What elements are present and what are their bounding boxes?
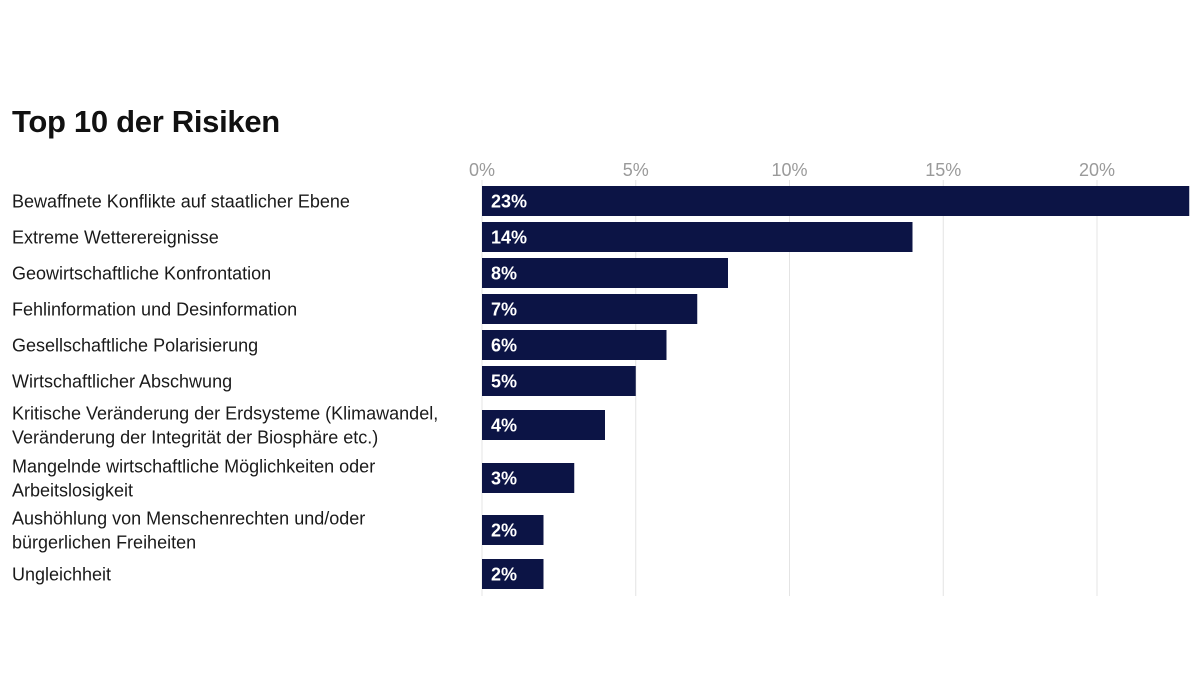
category-label: Gesellschaftliche Polarisierung <box>12 336 258 356</box>
bar <box>482 330 667 360</box>
x-tick-label: 10% <box>771 160 807 180</box>
bar-value-label: 6% <box>491 336 517 356</box>
x-axis-ticks: 0% 5% 10% 15% 20% <box>469 160 1115 180</box>
bar <box>482 515 544 545</box>
category-label: Aushöhlung von Menschenrechten und/oder <box>12 509 365 529</box>
category-label: Bewaffnete Konflikte auf staatlicher Ebe… <box>12 192 350 212</box>
bar <box>482 463 575 493</box>
bar-value-label: 8% <box>491 264 517 284</box>
x-tick-label: 5% <box>623 160 649 180</box>
x-tick-label: 15% <box>925 160 961 180</box>
bar <box>482 186 1190 216</box>
bar-value-label: 3% <box>491 469 517 489</box>
category-label: Mangelnde wirtschaftliche Möglichkeiten … <box>12 457 375 477</box>
bar-value-label: 4% <box>491 416 517 436</box>
category-label: Fehlinformation und Desinformation <box>12 300 297 320</box>
bar-value-label: 2% <box>491 565 517 585</box>
bar <box>482 410 605 440</box>
bar-value-label: 5% <box>491 372 517 392</box>
category-label: Veränderung der Integrität der Biosphäre… <box>12 428 378 448</box>
category-label: Extreme Wetterereignisse <box>12 228 219 248</box>
bar-value-label: 2% <box>491 521 517 541</box>
bar <box>482 294 698 324</box>
category-label: Kritische Veränderung der Erdsysteme (Kl… <box>12 404 438 424</box>
bars: 23% 14% 8% 7% 6% 5% 4% 3% 2% 2% <box>482 186 1190 589</box>
category-label: Ungleichheit <box>12 565 111 585</box>
category-labels: Bewaffnete Konflikte auf staatlicher Ebe… <box>12 192 438 585</box>
chart-title: Top 10 der Risiken <box>12 104 280 139</box>
bar <box>482 222 913 252</box>
bar-value-label: 7% <box>491 300 517 320</box>
category-label: Wirtschaftlicher Abschwung <box>12 372 232 392</box>
bar <box>482 559 544 589</box>
x-tick-label: 0% <box>469 160 495 180</box>
bar <box>482 366 636 396</box>
bar-value-label: 14% <box>491 228 527 248</box>
category-label: bürgerlichen Freiheiten <box>12 533 196 553</box>
category-label: Arbeitslosigkeit <box>12 481 133 501</box>
bar <box>482 258 728 288</box>
x-tick-label: 20% <box>1079 160 1115 180</box>
bar-value-label: 23% <box>491 192 527 212</box>
category-label: Geowirtschaftliche Konfrontation <box>12 264 271 284</box>
